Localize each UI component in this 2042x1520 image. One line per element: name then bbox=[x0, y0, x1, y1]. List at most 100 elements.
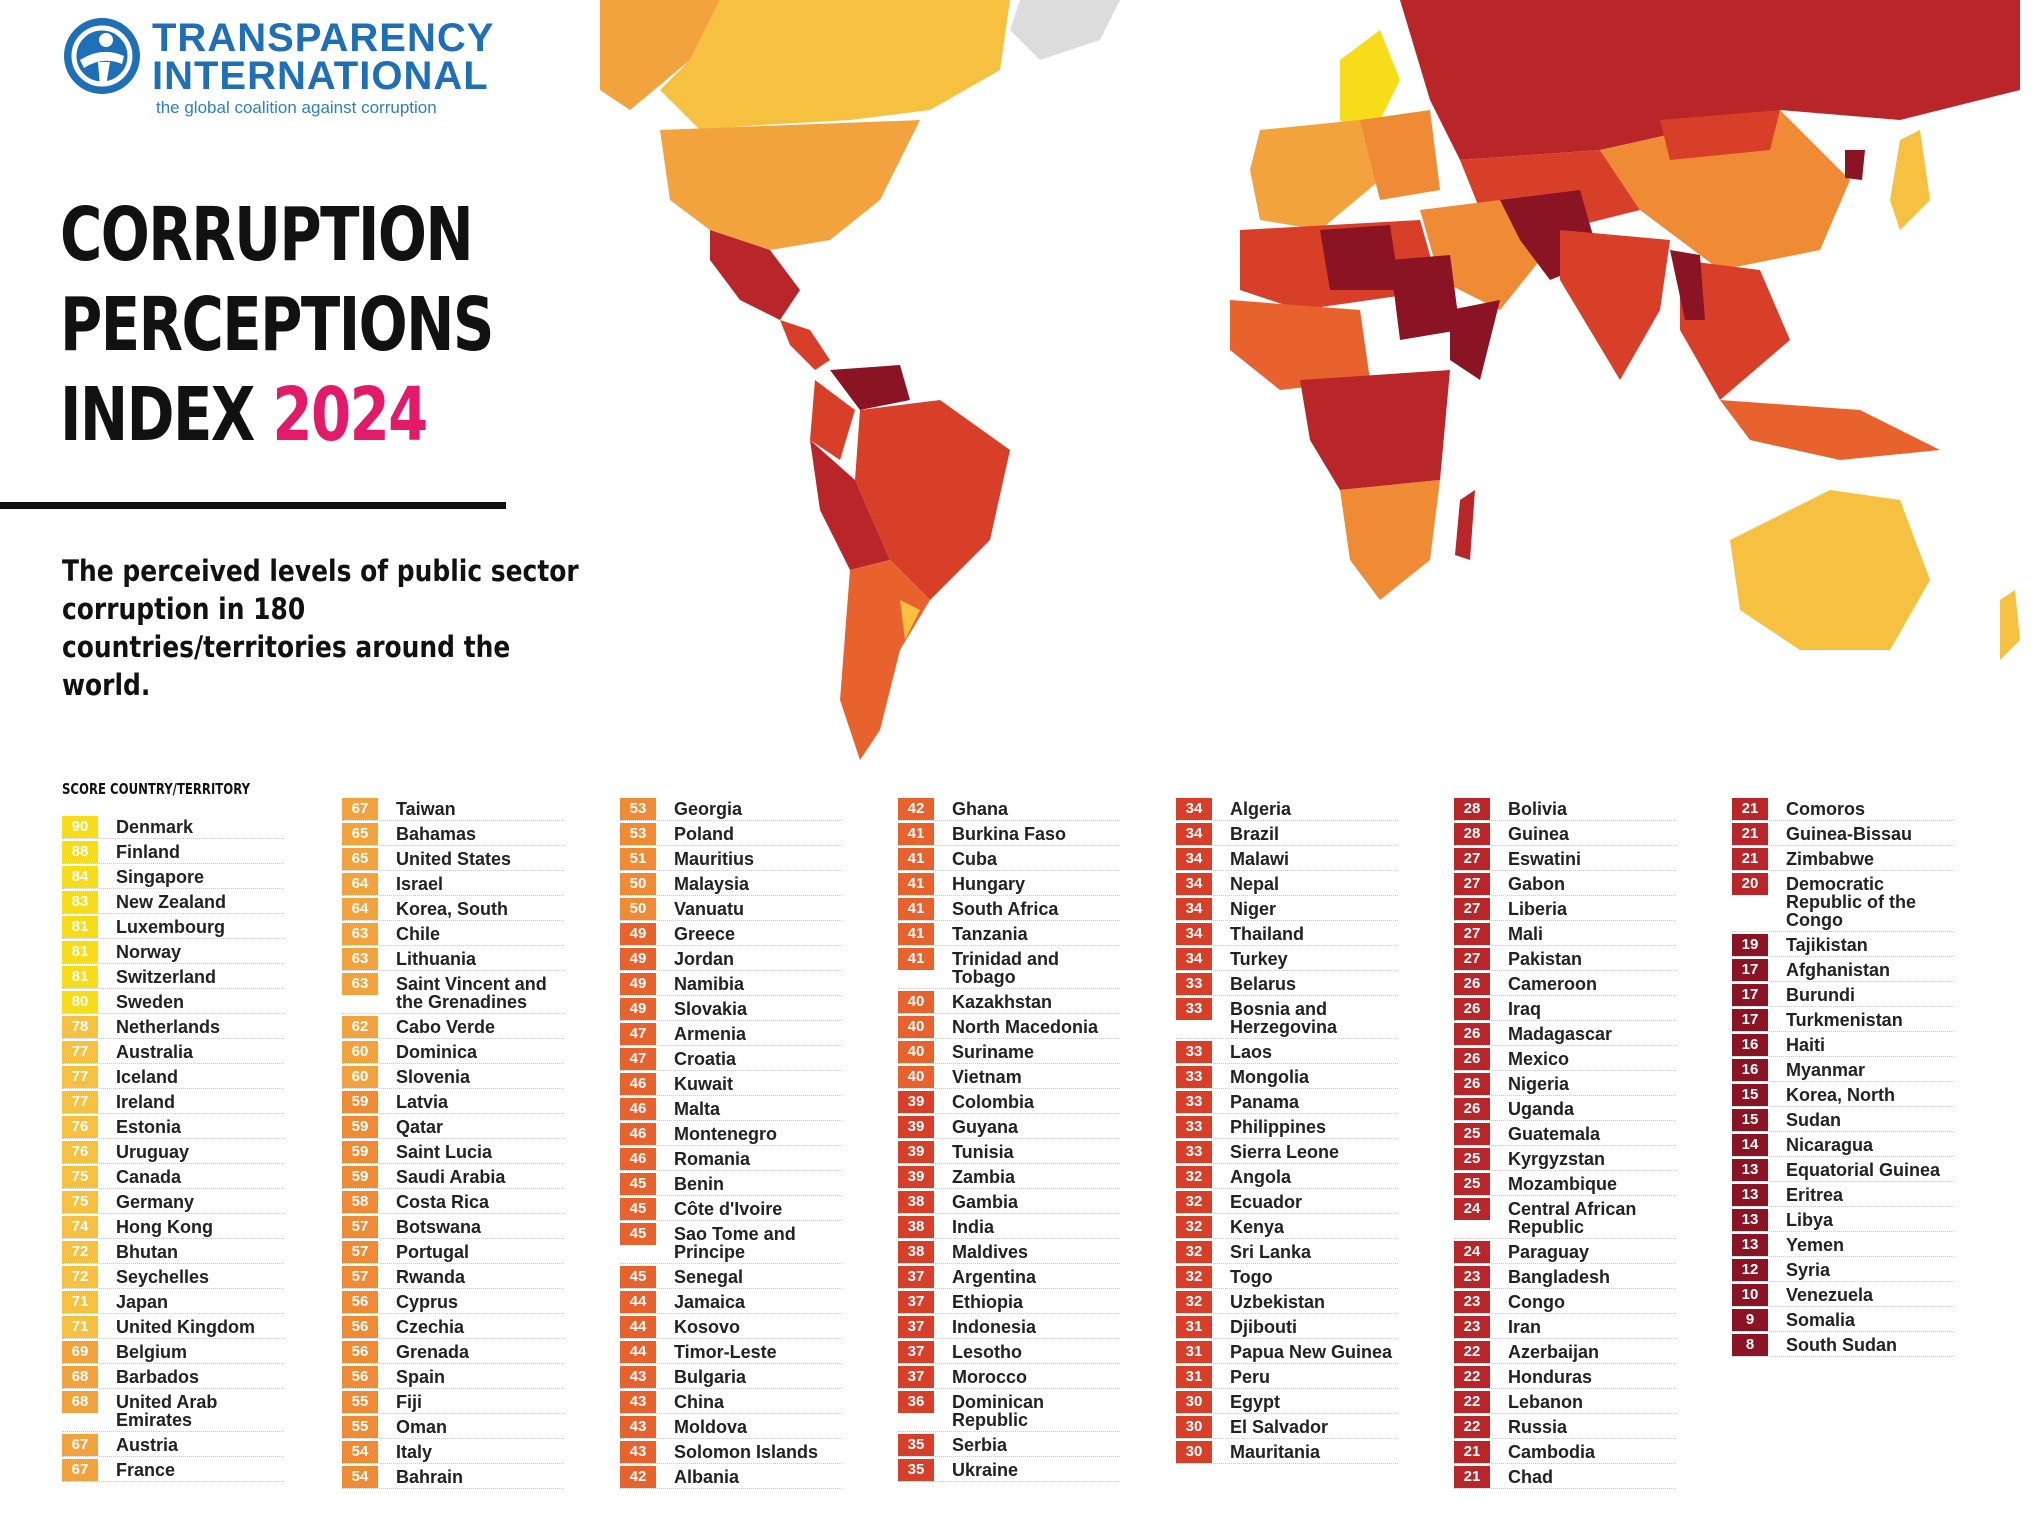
score-badge: 53 bbox=[620, 823, 656, 845]
country-name: Costa Rica bbox=[396, 1192, 490, 1212]
country-name: Bhutan bbox=[116, 1242, 178, 1262]
score-badge: 31 bbox=[1176, 1316, 1212, 1338]
table-row: 68 Barbados bbox=[62, 1364, 284, 1389]
country-name: Iceland bbox=[116, 1067, 179, 1087]
table-row: 34 Nepal bbox=[1176, 871, 1398, 896]
country-name: Gabon bbox=[1508, 874, 1565, 894]
country-name: Afghanistan bbox=[1786, 960, 1891, 980]
table-row: 88 Finland bbox=[62, 839, 284, 864]
country-name: Tanzania bbox=[952, 924, 1028, 944]
score-badge: 57 bbox=[342, 1266, 378, 1288]
country-name: Chile bbox=[396, 924, 441, 944]
country-name: Vanuatu bbox=[674, 899, 745, 919]
table-row: 59 Qatar bbox=[342, 1114, 564, 1139]
table-row: 43 Moldova bbox=[620, 1414, 842, 1439]
score-badge: 39 bbox=[898, 1166, 934, 1188]
table-row: 20 Democratic Republic of the Congo bbox=[1732, 871, 1954, 932]
map-southeast-asia bbox=[1680, 260, 1790, 400]
score-badge: 45 bbox=[620, 1173, 656, 1195]
score-badge: 24 bbox=[1454, 1241, 1490, 1263]
country-name: Tajikistan bbox=[1786, 935, 1868, 955]
globe-logo-icon bbox=[64, 18, 140, 94]
score-badge: 59 bbox=[342, 1091, 378, 1113]
country-name: Bolivia bbox=[1508, 799, 1568, 819]
country-name: Kosovo bbox=[674, 1317, 741, 1337]
score-badge: 22 bbox=[1454, 1416, 1490, 1438]
country-name: Colombia bbox=[952, 1092, 1035, 1112]
country-name: Finland bbox=[116, 842, 180, 862]
table-row: 23 Iran bbox=[1454, 1314, 1676, 1339]
table-row: 39 Colombia bbox=[898, 1089, 1120, 1114]
score-badge: 34 bbox=[1176, 848, 1212, 870]
score-badge: 46 bbox=[620, 1148, 656, 1170]
map-india bbox=[1560, 230, 1670, 380]
table-row: 50 Vanuatu bbox=[620, 896, 842, 921]
score-badge: 13 bbox=[1732, 1234, 1768, 1256]
map-central-africa bbox=[1300, 370, 1450, 490]
country-name: Eswatini bbox=[1508, 849, 1582, 869]
score-badge: 74 bbox=[62, 1216, 98, 1238]
table-row: 57 Portugal bbox=[342, 1239, 564, 1264]
table-row: 26 Nigeria bbox=[1454, 1071, 1676, 1096]
table-row: 67 Taiwan bbox=[342, 796, 564, 821]
table-row: 38 Gambia bbox=[898, 1189, 1120, 1214]
map-canada bbox=[660, 0, 1010, 130]
country-name: Mongolia bbox=[1230, 1067, 1309, 1087]
score-badge: 43 bbox=[620, 1441, 656, 1463]
score-badge: 78 bbox=[62, 1016, 98, 1038]
country-name: Kenya bbox=[1230, 1217, 1285, 1237]
map-china bbox=[1600, 110, 1850, 270]
country-name: Georgia bbox=[674, 799, 743, 819]
country-name: Latvia bbox=[396, 1092, 449, 1112]
table-row: 54 Italy bbox=[342, 1439, 564, 1464]
country-name: Saudi Arabia bbox=[396, 1167, 506, 1187]
table-row: 60 Dominica bbox=[342, 1039, 564, 1064]
country-name: Netherlands bbox=[116, 1017, 221, 1037]
score-badge: 12 bbox=[1732, 1259, 1768, 1281]
country-name: Zimbabwe bbox=[1786, 849, 1875, 869]
score-badge: 47 bbox=[620, 1048, 656, 1070]
country-name: Gambia bbox=[952, 1192, 1019, 1212]
table-row: 26 Iraq bbox=[1454, 996, 1676, 1021]
ti-logo: TRANSPARENCY INTERNATIONAL the global co… bbox=[62, 14, 512, 124]
country-name: Mali bbox=[1508, 924, 1544, 944]
table-row: 63 Lithuania bbox=[342, 946, 564, 971]
country-name: Canada bbox=[116, 1167, 182, 1187]
country-name: Bangladesh bbox=[1508, 1267, 1611, 1287]
table-row: 38 Maldives bbox=[898, 1239, 1120, 1264]
score-badge: 43 bbox=[620, 1391, 656, 1413]
score-badge: 37 bbox=[898, 1266, 934, 1288]
table-row: 31 Peru bbox=[1176, 1364, 1398, 1389]
score-badge: 77 bbox=[62, 1066, 98, 1088]
score-column-7: 21 Comoros 21 Guinea-Bissau 21 Zimbabwe 20 Demo… bbox=[1732, 796, 1954, 1357]
table-row: 42 Albania bbox=[620, 1464, 842, 1489]
table-row: 77 Iceland bbox=[62, 1064, 284, 1089]
score-badge: 45 bbox=[620, 1266, 656, 1288]
table-row: 22 Honduras bbox=[1454, 1364, 1676, 1389]
country-name: Philippines bbox=[1230, 1117, 1327, 1137]
table-row: 76 Uruguay bbox=[62, 1139, 284, 1164]
country-name: Solomon Islands bbox=[674, 1442, 819, 1462]
country-name: Haiti bbox=[1786, 1035, 1826, 1055]
country-name: United States bbox=[396, 849, 512, 869]
country-name: Togo bbox=[1230, 1267, 1273, 1287]
score-badge: 21 bbox=[1732, 823, 1768, 845]
score-badge: 40 bbox=[898, 1016, 934, 1038]
map-brazil bbox=[855, 400, 1010, 600]
score-badge: 31 bbox=[1176, 1366, 1212, 1388]
score-badge: 55 bbox=[342, 1391, 378, 1413]
table-row: 71 Japan bbox=[62, 1289, 284, 1314]
table-row: 30 El Salvador bbox=[1176, 1414, 1398, 1439]
score-badge: 49 bbox=[620, 998, 656, 1020]
table-row: 27 Pakistan bbox=[1454, 946, 1676, 971]
table-row: 31 Papua New Guinea bbox=[1176, 1339, 1398, 1364]
score-badge: 63 bbox=[342, 923, 378, 945]
country-name: Serbia bbox=[952, 1435, 1008, 1455]
country-name: Ecuador bbox=[1230, 1192, 1303, 1212]
table-row: 44 Jamaica bbox=[620, 1289, 842, 1314]
table-row: 42 Ghana bbox=[898, 796, 1120, 821]
score-badge: 27 bbox=[1454, 898, 1490, 920]
country-name: Libya bbox=[1786, 1210, 1834, 1230]
country-name: Timor-Leste bbox=[674, 1342, 777, 1362]
table-row: 17 Afghanistan bbox=[1732, 957, 1954, 982]
